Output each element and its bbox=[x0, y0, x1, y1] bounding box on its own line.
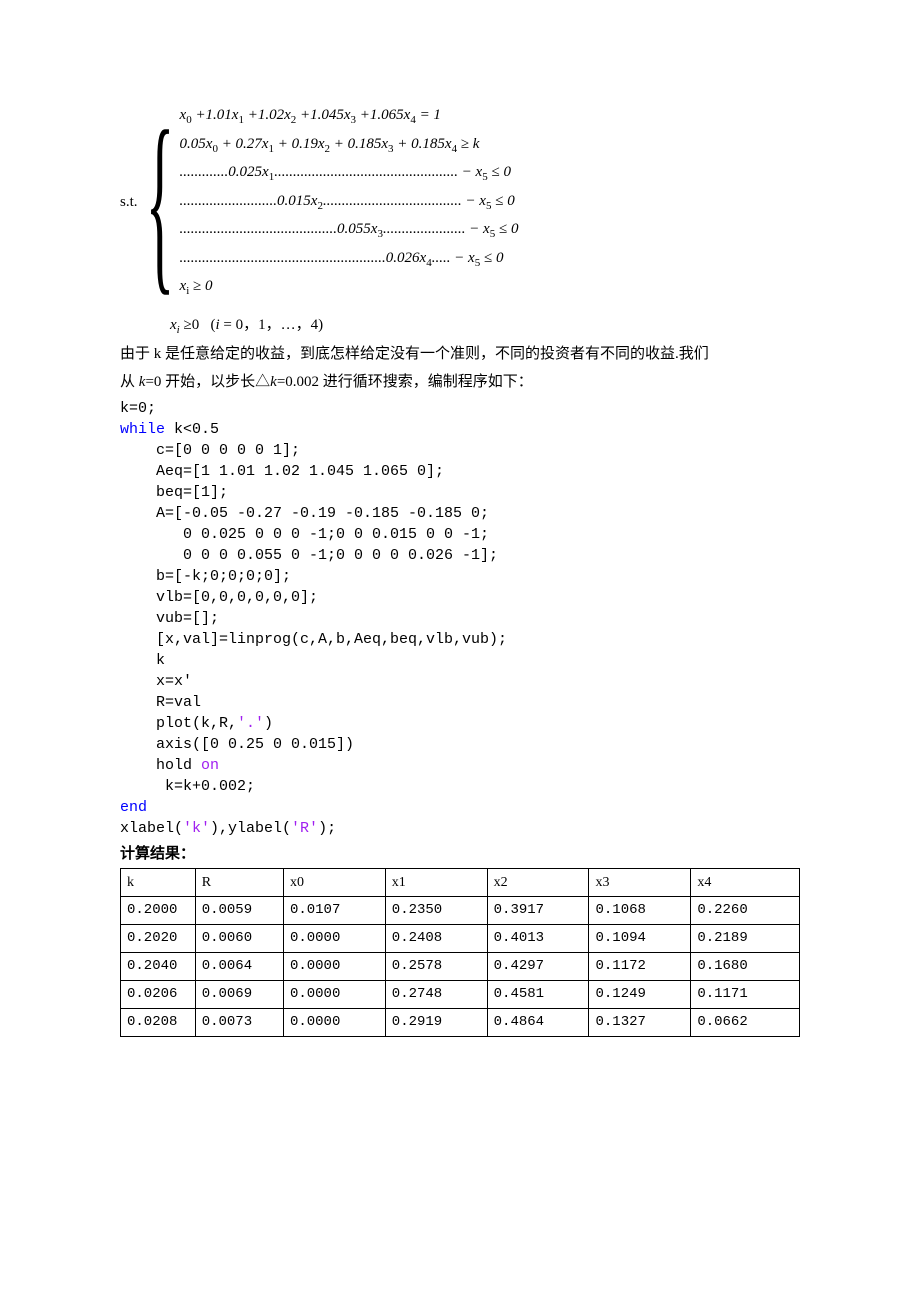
code-text: plot(k,R, bbox=[120, 715, 237, 732]
results-heading: 计算结果： bbox=[120, 843, 800, 866]
table-cell: 0.2040 bbox=[121, 952, 196, 980]
table-cell: 0.0000 bbox=[283, 980, 385, 1008]
equation: ........................................… bbox=[180, 245, 519, 274]
keyword-end: end bbox=[120, 799, 147, 816]
code-line: k=k+0.002; bbox=[120, 778, 255, 795]
table-cell: 0.1171 bbox=[691, 980, 800, 1008]
table-body: 0.20000.00590.01070.23500.39170.10680.22… bbox=[121, 896, 800, 1036]
table-cell: 0.0208 bbox=[121, 1008, 196, 1036]
table-cell: 0.2350 bbox=[385, 896, 487, 924]
equation: .............0.025x1....................… bbox=[180, 159, 519, 188]
table-cell: 0.1094 bbox=[589, 924, 691, 952]
code-line: beq=[1]; bbox=[120, 484, 228, 501]
matlab-code: k=0; while k<0.5 c=[0 0 0 0 0 1]; Aeq=[1… bbox=[120, 398, 800, 839]
equation: xi ≥ 0 bbox=[180, 273, 519, 302]
st-label: s.t. bbox=[120, 191, 140, 214]
code-text: hold bbox=[120, 757, 201, 774]
document-page: s.t. { x0 +1.01x1 +1.02x2 +1.045x3 +1.06… bbox=[0, 0, 920, 1302]
table-cell: 0.0107 bbox=[283, 896, 385, 924]
code-line: Aeq=[1 1.01 1.02 1.045 1.065 0]; bbox=[120, 463, 444, 480]
string-literal: 'R' bbox=[291, 820, 318, 837]
table-cell: 0.0073 bbox=[195, 1008, 283, 1036]
table-cell: 0.1680 bbox=[691, 952, 800, 980]
code-line: vlb=[0,0,0,0,0,0]; bbox=[120, 589, 318, 606]
table-cell: 0.0059 bbox=[195, 896, 283, 924]
table-row: 0.02060.00690.00000.27480.45810.12490.11… bbox=[121, 980, 800, 1008]
code-line: x=x' bbox=[120, 673, 192, 690]
table-cell: 0.0662 bbox=[691, 1008, 800, 1036]
table-header-cell: x3 bbox=[589, 868, 691, 896]
code-text: k<0.5 bbox=[165, 421, 219, 438]
table-row: 0.02080.00730.00000.29190.48640.13270.06… bbox=[121, 1008, 800, 1036]
equation: 0.05x0 + 0.27x1 + 0.19x2 + 0.185x3 + 0.1… bbox=[180, 131, 519, 160]
table-cell: 0.2189 bbox=[691, 924, 800, 952]
code-text: ),ylabel( bbox=[210, 820, 291, 837]
code-line: b=[-k;0;0;0;0]; bbox=[120, 568, 291, 585]
code-line: c=[0 0 0 0 0 1]; bbox=[120, 442, 300, 459]
left-brace: { bbox=[145, 102, 174, 302]
paragraph: 从 k=0 开始，以步长△k=0.002 进行循环搜索，编制程序如下： bbox=[120, 370, 800, 394]
table-cell: 0.0060 bbox=[195, 924, 283, 952]
table-header-cell: x0 bbox=[283, 868, 385, 896]
table-cell: 0.2000 bbox=[121, 896, 196, 924]
variable-condition: xi ≥0 (i = 0，1，…，4) bbox=[120, 314, 800, 339]
table-row: 0.20000.00590.01070.23500.39170.10680.22… bbox=[121, 896, 800, 924]
table-cell: 0.3917 bbox=[487, 896, 589, 924]
code-line: k bbox=[120, 652, 165, 669]
table-cell: 0.2748 bbox=[385, 980, 487, 1008]
paragraph: 由于 k 是任意给定的收益，到底怎样给定没有一个准则，不同的投资者有不同的收益.… bbox=[120, 342, 800, 366]
table-header-cell: x2 bbox=[487, 868, 589, 896]
table-header-cell: k bbox=[121, 868, 196, 896]
keyword-on: on bbox=[201, 757, 219, 774]
table-cell: 0.4297 bbox=[487, 952, 589, 980]
string-literal: 'k' bbox=[183, 820, 210, 837]
table-row: 0.20200.00600.00000.24080.40130.10940.21… bbox=[121, 924, 800, 952]
table-cell: 0.0000 bbox=[283, 1008, 385, 1036]
table-header-cell: x4 bbox=[691, 868, 800, 896]
table-cell: 0.4013 bbox=[487, 924, 589, 952]
table-header-cell: x1 bbox=[385, 868, 487, 896]
code-line: [x,val]=linprog(c,A,b,Aeq,beq,vlb,vub); bbox=[120, 631, 507, 648]
table-header-cell: R bbox=[195, 868, 283, 896]
code-line: k=0; bbox=[120, 400, 156, 417]
table-cell: 0.1249 bbox=[589, 980, 691, 1008]
table-cell: 0.4581 bbox=[487, 980, 589, 1008]
constraint-system: s.t. { x0 +1.01x1 +1.02x2 +1.045x3 +1.06… bbox=[120, 100, 800, 304]
code-line: R=val bbox=[120, 694, 201, 711]
table-cell: 0.2578 bbox=[385, 952, 487, 980]
code-line: vub=[]; bbox=[120, 610, 219, 627]
table-header-row: kRx0x1x2x3x4 bbox=[121, 868, 800, 896]
code-line: axis([0 0.25 0 0.015]) bbox=[120, 736, 354, 753]
table-cell: 0.0000 bbox=[283, 924, 385, 952]
results-table: kRx0x1x2x3x4 0.20000.00590.01070.23500.3… bbox=[120, 868, 800, 1037]
equation-lines: x0 +1.01x1 +1.02x2 +1.045x3 +1.065x4 = 1… bbox=[180, 100, 519, 304]
table-cell: 0.0064 bbox=[195, 952, 283, 980]
brace-group: { x0 +1.01x1 +1.02x2 +1.045x3 +1.065x4 =… bbox=[140, 100, 519, 304]
table-cell: 0.2260 bbox=[691, 896, 800, 924]
string-literal: '.' bbox=[237, 715, 264, 732]
code-text: ) bbox=[264, 715, 273, 732]
code-text: ); bbox=[318, 820, 336, 837]
table-cell: 0.4864 bbox=[487, 1008, 589, 1036]
table-cell: 0.2408 bbox=[385, 924, 487, 952]
keyword-while: while bbox=[120, 421, 165, 438]
table-cell: 0.1068 bbox=[589, 896, 691, 924]
equation: ..........................0.015x2.......… bbox=[180, 188, 519, 217]
table-cell: 0.0000 bbox=[283, 952, 385, 980]
code-line: 0 0.025 0 0 0 -1;0 0 0.015 0 0 -1; bbox=[120, 526, 489, 543]
table-cell: 0.0069 bbox=[195, 980, 283, 1008]
table-cell: 0.2919 bbox=[385, 1008, 487, 1036]
table-cell: 0.1172 bbox=[589, 952, 691, 980]
code-text: xlabel( bbox=[120, 820, 183, 837]
table-cell: 0.1327 bbox=[589, 1008, 691, 1036]
table-cell: 0.2020 bbox=[121, 924, 196, 952]
table-row: 0.20400.00640.00000.25780.42970.11720.16… bbox=[121, 952, 800, 980]
table-cell: 0.0206 bbox=[121, 980, 196, 1008]
code-line: A=[-0.05 -0.27 -0.19 -0.185 -0.185 0; bbox=[120, 505, 489, 522]
equation: x0 +1.01x1 +1.02x2 +1.045x3 +1.065x4 = 1 bbox=[180, 102, 519, 131]
code-line: 0 0 0 0.055 0 -1;0 0 0 0 0.026 -1]; bbox=[120, 547, 498, 564]
equation: ........................................… bbox=[180, 216, 519, 245]
